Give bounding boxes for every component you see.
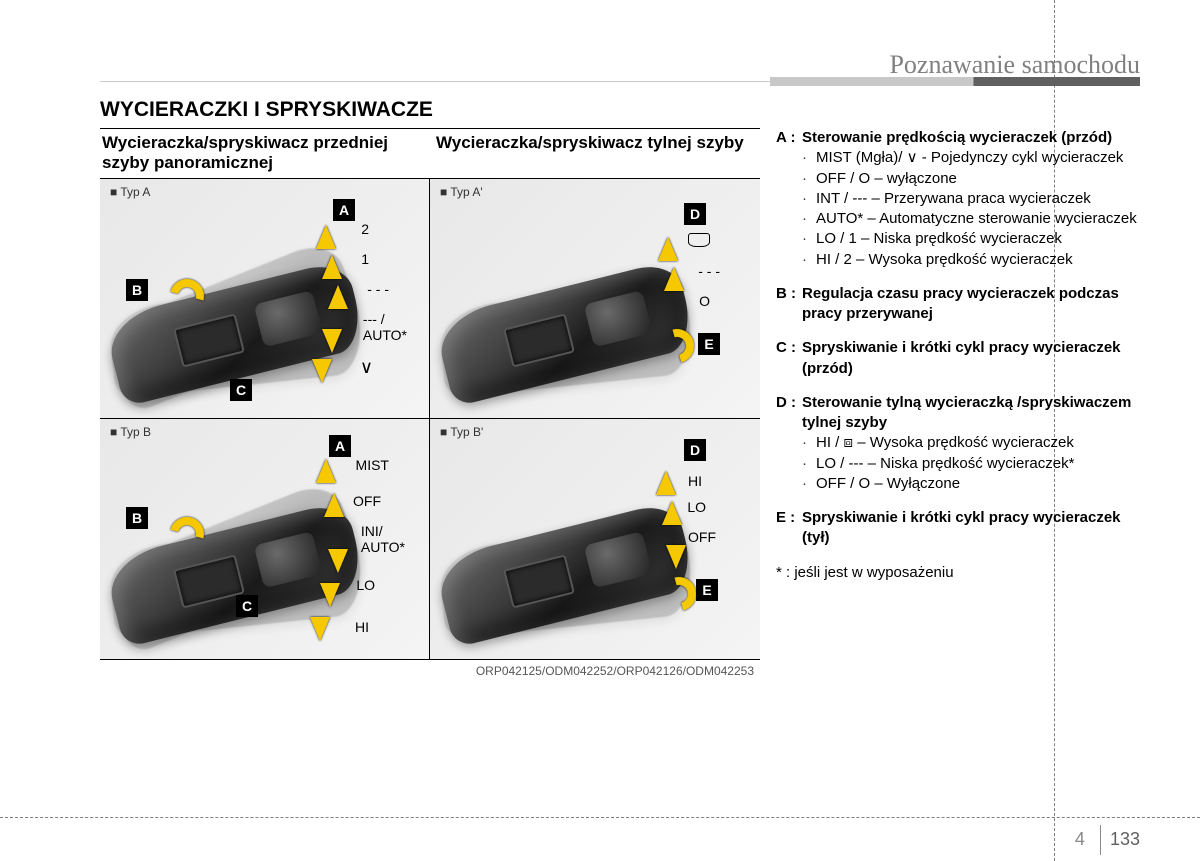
arrow-up-icon: [328, 285, 348, 309]
callout-c: C: [236, 595, 258, 617]
label-auto: INI/ AUTO*: [361, 523, 405, 555]
callout-e: E: [698, 333, 720, 355]
section-number: 4: [1075, 829, 1085, 849]
arrow-down-icon: [322, 329, 342, 353]
diagram-column: Wycieraczka/spryskiwacz przedniej szyby …: [100, 128, 760, 678]
page-number: 4 133: [1075, 825, 1140, 855]
def-a: A :Sterowanie prędkością wycieraczek (pr…: [776, 128, 1140, 270]
header-rule: [100, 81, 770, 82]
arrow-up-icon: [656, 471, 676, 495]
cell-type-b: ■ Typ B A B C MIST OFF INI/ AUTO*: [100, 419, 430, 659]
pagenum-divider: [1100, 825, 1101, 855]
label-dashes: - - -: [367, 281, 389, 297]
arrow-down-icon: [320, 583, 340, 607]
arrow-up-icon: [322, 255, 342, 279]
label-hi: HI: [355, 619, 369, 635]
arrow-up-icon: [316, 459, 336, 483]
content-row: Wycieraczka/spryskiwacz przedniej szyby …: [100, 128, 1140, 678]
label-lo: LO: [356, 577, 375, 593]
definitions-column: A :Sterowanie prędkością wycieraczek (pr…: [776, 128, 1140, 678]
def-a-item: OFF / O – wyłączone: [816, 169, 1140, 189]
rear-window-icon: [688, 233, 710, 247]
def-a-item: LO / 1 – Niska prędkość wycieraczek: [816, 229, 1140, 249]
def-c-head: Spryskiwanie i krótki cykl pracy wyciera…: [802, 338, 1140, 379]
callout-a: A: [329, 435, 351, 457]
label-mist: MIST: [356, 457, 389, 473]
def-d: D :Sterowanie tylną wycieraczką /spryski…: [776, 393, 1140, 494]
def-d-head: Sterowanie tylną wycieraczką /spryskiwac…: [802, 393, 1140, 434]
def-a-item: HI / 2 – Wysoka prędkość wycieraczek: [816, 250, 1140, 270]
subtitle-front: Wycieraczka/spryskiwacz przedniej szyby …: [100, 129, 426, 178]
callout-c: C: [230, 379, 252, 401]
arrow-down-icon: [312, 359, 332, 383]
callout-a: A: [333, 199, 355, 221]
diagram-grid: ■ Typ A A B C 2 1 - - - --- / A: [100, 178, 760, 660]
type-label: ■ Typ A: [110, 185, 150, 199]
def-a-item: AUTO* – Automatyczne sterowanie wycierac…: [816, 209, 1140, 229]
label-1: 1: [361, 251, 369, 267]
def-a-item: MIST (Mgła)/ ∨ - Pojedynczy cykl wyciera…: [816, 148, 1140, 168]
def-d-item: HI / ⧈ – Wysoka prędkość wycieraczek: [816, 433, 1140, 453]
arrow-up-icon: [316, 225, 336, 249]
cell-type-a: ■ Typ A A B C 2 1 - - - --- / A: [100, 179, 430, 419]
figure-caption: ORP042125/ODM042252/ORP042126/ODM042253: [100, 660, 760, 678]
label-hi: HI: [688, 473, 702, 489]
callout-b: B: [126, 279, 148, 301]
def-a-head: Sterowanie prędkością wycieraczek (przód…: [802, 128, 1140, 148]
def-d-item: LO / --- – Niska prędkość wycieraczek*: [816, 454, 1140, 474]
def-e: E :Spryskiwanie i krótki cykl pracy wyci…: [776, 508, 1140, 549]
callout-d: D: [684, 439, 706, 461]
page-header: Poznawanie samochodu: [100, 50, 1140, 86]
def-a-item: INT / --- – Przerywana praca wycieraczek: [816, 189, 1140, 209]
arrow-up-icon: [664, 267, 684, 291]
arrow-down-icon: [310, 617, 330, 641]
arrow-down-icon: [666, 545, 686, 569]
def-c: C :Spryskiwanie i krótki cykl pracy wyci…: [776, 338, 1140, 379]
subtitle-rear: Wycieraczka/spryskiwacz tylnej szyby: [426, 129, 760, 178]
arrow-up-icon: [324, 493, 344, 517]
label-off: OFF: [353, 493, 381, 509]
page: Poznawanie samochodu WYCIERACZKI I SPRYS…: [100, 50, 1140, 841]
label-auto: --- / AUTO*: [363, 311, 407, 343]
section-title: WYCIERACZKI I SPRYSKIWACZE: [100, 98, 1140, 122]
cell-type-a-prime: ■ Typ A' D E - - - O: [430, 179, 760, 419]
arrow-up-icon: [658, 237, 678, 261]
label-2: 2: [361, 221, 369, 237]
arrow-up-icon: [662, 501, 682, 525]
cell-type-b-prime: ■ Typ B' D E HI LO OFF: [430, 419, 760, 659]
type-label: ■ Typ B: [110, 425, 151, 439]
arrow-down-icon: [328, 549, 348, 573]
label-o: O: [699, 293, 710, 309]
def-d-item: OFF / O – Wyłączone: [816, 474, 1140, 494]
callout-b: B: [126, 507, 148, 529]
type-label: ■ Typ B': [440, 425, 483, 439]
def-b: B :Regulacja czasu pracy wycieraczek pod…: [776, 284, 1140, 325]
label-v: ∨: [360, 357, 373, 378]
def-b-head: Regulacja czasu pracy wycieraczek podcza…: [802, 284, 1140, 325]
footnote: * : jeśli jest w wyposażeniu: [776, 563, 1140, 583]
callout-d: D: [684, 203, 706, 225]
label-dashes: - - -: [698, 263, 720, 279]
label-lo: LO: [687, 499, 706, 515]
type-label: ■ Typ A': [440, 185, 483, 199]
def-e-head: Spryskiwanie i krótki cykl pracy wyciera…: [802, 508, 1140, 549]
chapter-title: Poznawanie samochodu: [889, 50, 1140, 80]
header-stripe: [770, 77, 1140, 86]
callout-e: E: [696, 579, 718, 601]
label-off: OFF: [688, 529, 716, 545]
page-number-value: 133: [1110, 829, 1140, 849]
